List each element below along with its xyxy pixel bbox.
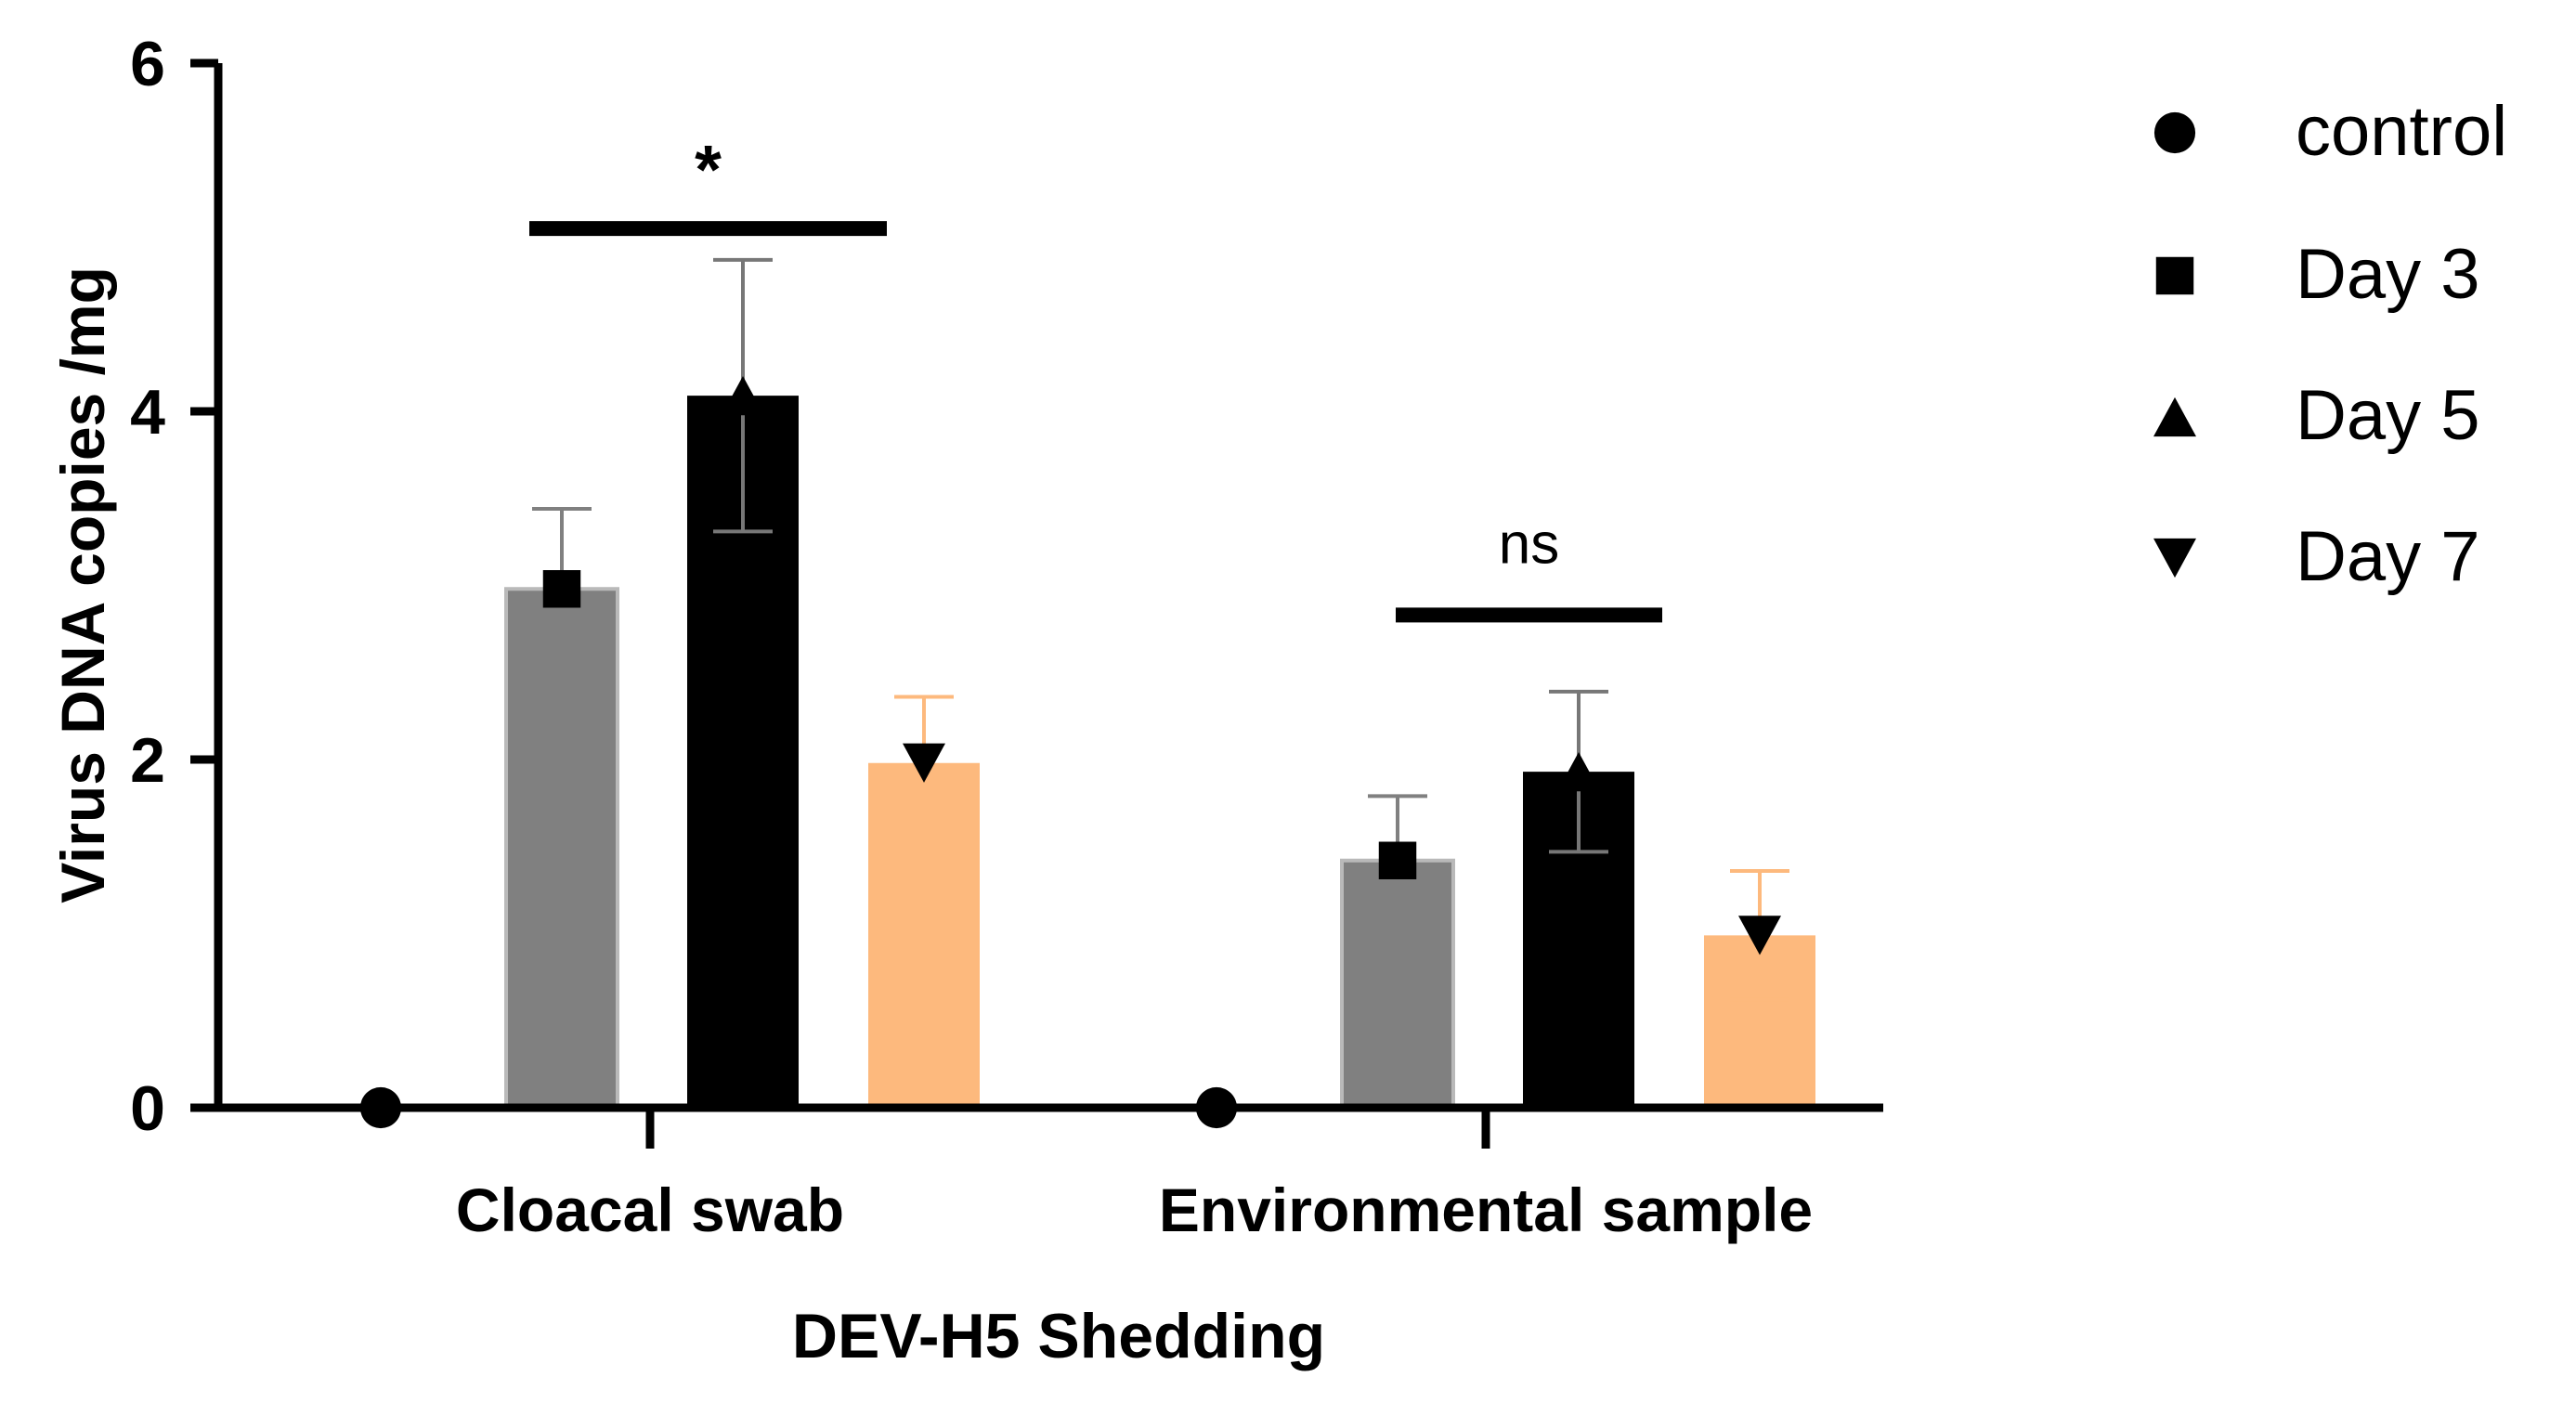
legend-marker-control (2153, 111, 2196, 154)
legend-marker-day-5 (2153, 396, 2196, 437)
legend-label-control: control (2296, 92, 2507, 171)
x-axis-title: DEV-H5 Shedding (792, 1301, 1325, 1371)
legend-layer: control Day 3 Day 5 Day 7 (2153, 92, 2507, 596)
bar-day-3-environmental-sample-marker (1378, 841, 1417, 879)
bars-layer (359, 257, 1815, 1129)
bar-day-5-cloacal-swab-marker (722, 375, 764, 416)
y-axis-title: Virus DNA copies /mg (48, 266, 117, 903)
x-tick-label-environmental-sample: Environmental sample (1159, 1176, 1813, 1244)
bar-day-3-cloacal-swab (504, 587, 619, 1110)
bar-day-5-environmental-sample-marker (1557, 751, 1600, 792)
ticks-layer: 0 2 4 6 Cloacal swab Environmental sample (130, 29, 1813, 1244)
axes-layer (214, 63, 1883, 1112)
legend-label-day-7: Day 7 (2296, 517, 2480, 596)
y-tick-label-2: 2 (130, 725, 165, 796)
bar-day-3-cloacal-swab-marker (542, 570, 581, 608)
bar-day-7-cloacal-swab-marker (903, 743, 945, 783)
significance-label-environmental-sample: ns (1499, 512, 1559, 576)
x-tick-label-cloacal-swab: Cloacal swab (456, 1176, 844, 1244)
legend-label-day-3: Day 3 (2296, 235, 2480, 314)
y-tick-label-0: 0 (130, 1073, 165, 1144)
annotations-layer: * ns (529, 131, 1662, 623)
y-tick-label-6: 6 (130, 29, 165, 99)
legend-label-day-5: Day 5 (2296, 376, 2480, 455)
legend-marker-day-7 (2153, 538, 2196, 578)
bar-day-7-environmental-sample-marker (1738, 916, 1781, 955)
legend-marker-day-3 (2155, 256, 2194, 295)
significance-label-cloacal-swab: * (695, 131, 722, 208)
y-tick-label-4: 4 (130, 377, 165, 448)
